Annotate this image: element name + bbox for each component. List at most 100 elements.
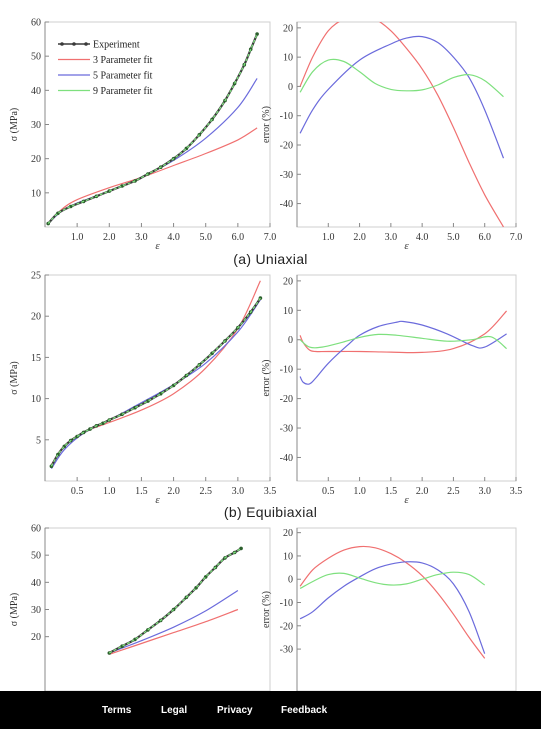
series-line-3-parameter-fit xyxy=(50,280,261,465)
chart-a-right: -40 -30 -20 -10 0 10 20 1.0 2.0 3.0 4.0 5.0 6.0 7.0 ε e… xyxy=(261,21,523,252)
y-tick-label: 40 xyxy=(31,86,41,97)
footer-link-terms[interactable]: Terms xyxy=(102,704,132,716)
series-line-9-parameter-fit xyxy=(50,297,261,467)
chart-c-left: 20 30 40 50 60 σ (MPa) xyxy=(9,524,271,692)
x-axis-label: ε xyxy=(404,494,409,506)
x-tick-label: 1.5 xyxy=(385,486,398,497)
legend-label: 3 Parameter fit xyxy=(93,55,153,66)
footer-link-privacy[interactable]: Privacy xyxy=(217,704,253,716)
series-line-9-parameter-fit xyxy=(299,571,486,590)
legend-marker xyxy=(84,42,88,46)
y-tick-label: 20 xyxy=(283,528,293,539)
plot-frame xyxy=(296,527,517,692)
x-tick-label: 4.0 xyxy=(416,232,429,243)
footer-bar: Terms Legal Privacy Feedback xyxy=(0,691,541,729)
series-line-5-parameter-fit xyxy=(109,589,239,654)
y-tick-label: 50 xyxy=(31,52,41,63)
x-tick-label: 6.0 xyxy=(232,232,245,243)
x-tick-label: 4.0 xyxy=(167,232,180,243)
y-tick-label: -40 xyxy=(280,199,293,210)
series-line-9-parameter-fit xyxy=(108,547,242,654)
y-axis-label: σ (MPa) xyxy=(9,361,20,394)
y-tick-label: -30 xyxy=(280,170,293,181)
legend: Experiment 3 Parameter fit 5 Parameter fit… xyxy=(58,40,153,97)
series-line-3-parameter-fit xyxy=(299,310,508,354)
x-tick-label: 7.0 xyxy=(264,232,277,243)
y-tick-label: 20 xyxy=(283,23,293,34)
caption-uniaxial: (a) Uniaxial xyxy=(233,251,308,267)
plot-frame xyxy=(44,274,271,482)
chart-b-left: 5 10 15 20 25 0.5 1.0 1.5 2.0 2.5 3.0 3.5 ε σ (MPa) xyxy=(9,271,276,507)
series-line-5-parameter-fit xyxy=(50,299,261,469)
legend-label: 9 Parameter fit xyxy=(93,86,153,97)
y-axis-label: error (%) xyxy=(261,106,272,143)
y-tick-label: -20 xyxy=(280,394,293,405)
plot-frame xyxy=(296,274,517,482)
x-tick-label: 0.5 xyxy=(322,486,335,497)
x-tick-label: 2.5 xyxy=(447,486,460,497)
y-tick-label: 15 xyxy=(31,353,41,364)
x-tick-label: 3.0 xyxy=(135,232,148,243)
y-tick-label: -10 xyxy=(280,111,293,122)
footer-link-feedback[interactable]: Feedback xyxy=(281,704,328,716)
series-line-5-parameter-fit xyxy=(299,320,507,385)
y-tick-label: 10 xyxy=(31,188,41,199)
x-tick-label: 3.0 xyxy=(232,486,245,497)
footer-link-legal[interactable]: Legal xyxy=(161,704,188,716)
y-tick-label: 10 xyxy=(283,53,293,64)
y-axis-label: error (%) xyxy=(261,360,272,397)
series-line-3-parameter-fit xyxy=(299,22,505,227)
plot-frame xyxy=(296,21,517,228)
series-line-3-parameter-fit xyxy=(109,608,239,655)
chart-b-right: -40 -30 -20 -10 0 10 20 0.5 1.0 1.5 2.0 2.5 3.0 3.5 ε e… xyxy=(261,274,522,506)
y-tick-label: -10 xyxy=(280,598,293,609)
series-line-9-parameter-fit xyxy=(299,58,504,98)
y-tick-label: -20 xyxy=(280,621,293,632)
y-tick-label: 10 xyxy=(283,306,293,317)
x-tick-label: 2.0 xyxy=(103,232,116,243)
y-tick-label: -40 xyxy=(280,453,293,464)
x-tick-label: 1.0 xyxy=(322,232,335,243)
x-tick-label: 1.0 xyxy=(353,486,366,497)
series-line-9-parameter-fit xyxy=(299,333,507,350)
series-line-5-parameter-fit xyxy=(299,561,486,654)
chart-a-left: 10 20 30 40 50 60 1.0 2.0 3.0 4.0 5.0 6.0 7.0 ε σ (MPa… xyxy=(9,18,276,253)
y-tick-label: 20 xyxy=(31,312,41,323)
y-tick-label: 20 xyxy=(283,276,293,287)
x-tick-label: 6.0 xyxy=(478,232,491,243)
x-tick-label: 2.0 xyxy=(416,486,429,497)
series-line-3-parameter-fit xyxy=(47,127,258,225)
series-line-3-parameter-fit xyxy=(299,545,486,659)
x-tick-label: 5.0 xyxy=(447,232,460,243)
x-axis-label: ε xyxy=(155,494,160,506)
y-tick-label: 25 xyxy=(31,271,41,282)
x-tick-label: 2.5 xyxy=(199,486,212,497)
x-tick-label: 7.0 xyxy=(510,232,523,243)
x-axis-label: ε xyxy=(155,240,160,252)
y-tick-label: 20 xyxy=(31,632,41,643)
y-tick-label: 5 xyxy=(36,435,41,446)
y-axis-label: σ (MPa) xyxy=(9,593,20,626)
y-axis-label: error (%) xyxy=(261,591,272,628)
y-tick-label: 60 xyxy=(31,18,41,29)
caption-equibiaxial: (b) Equibiaxial xyxy=(223,504,318,520)
y-tick-label: 10 xyxy=(283,551,293,562)
experiment-point xyxy=(255,32,259,36)
y-tick-label: 20 xyxy=(31,154,41,165)
x-tick-label: 1.0 xyxy=(71,232,84,243)
series-line-5-parameter-fit xyxy=(299,35,505,159)
x-tick-label: 5.0 xyxy=(199,232,212,243)
x-tick-label: 2.0 xyxy=(167,486,180,497)
y-tick-label: 60 xyxy=(31,524,41,535)
legend-label: 5 Parameter fit xyxy=(93,71,153,82)
y-tick-label: 30 xyxy=(31,120,41,131)
x-tick-label: 3.0 xyxy=(385,232,398,243)
y-tick-label: 40 xyxy=(31,578,41,589)
y-tick-label: -30 xyxy=(280,424,293,435)
legend-marker xyxy=(72,42,76,46)
y-tick-label: 50 xyxy=(31,551,41,562)
y-tick-label: -10 xyxy=(280,365,293,376)
y-tick-label: 0 xyxy=(288,82,293,93)
legend-marker xyxy=(60,42,64,46)
